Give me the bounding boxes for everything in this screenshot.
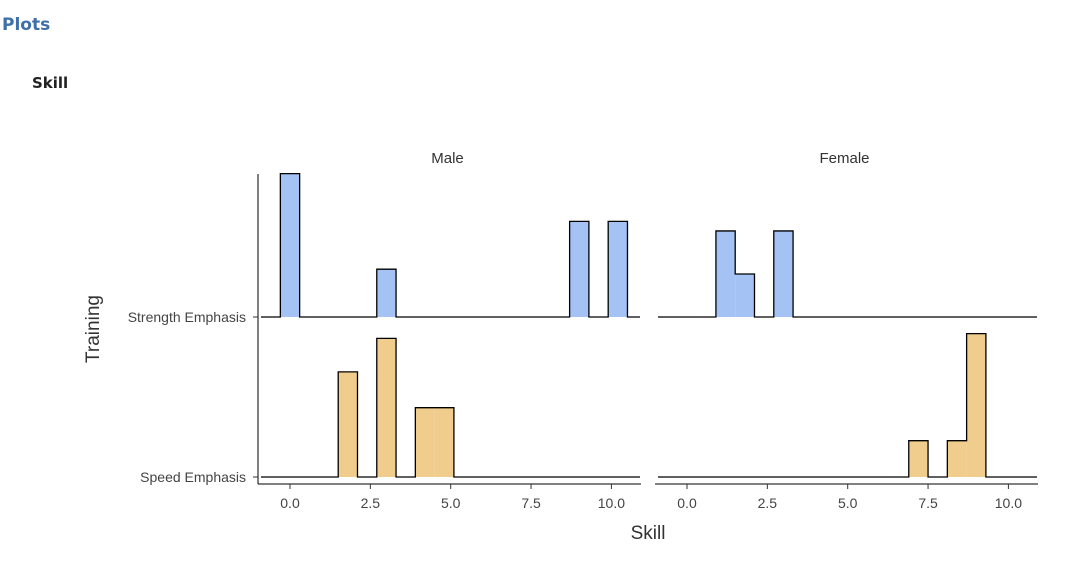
- histogram-bar: [735, 273, 755, 317]
- x-tick-label: 2.5: [758, 495, 778, 511]
- panel-label: Female: [819, 150, 869, 167]
- histogram-bar: [569, 221, 589, 317]
- chart-panels: Male 0.0 2.5 5.0 7.5 10.0 Female 0.0 2.5 5.0 7.5 10…: [258, 150, 1038, 511]
- ridge-strength-emphasis: [658, 230, 1037, 318]
- histogram-bar: [434, 407, 454, 477]
- x-axis-title: Skill: [631, 523, 666, 544]
- y-axis: Strength Emphasis Speed Emphasis: [128, 174, 259, 485]
- y-axis-title: Training: [83, 295, 104, 363]
- ridge-outline: [658, 230, 1037, 318]
- ridge-outline: [658, 332, 1037, 478]
- panel-male: Male 0.0 2.5 5.0 7.5 10.0: [258, 150, 641, 511]
- panel-female: Female 0.0 2.5 5.0 7.5 10.0: [655, 150, 1038, 511]
- x-tick-label: 7.5: [521, 495, 541, 511]
- ridge-speed-emphasis: [658, 332, 1037, 478]
- histogram-bar: [376, 338, 397, 477]
- x-tick-label: 10.0: [598, 495, 625, 511]
- ridge-speed-emphasis: [261, 337, 640, 478]
- x-tick-label: 7.5: [918, 495, 938, 511]
- histogram-bar: [608, 221, 628, 317]
- histogram-bar: [376, 269, 397, 317]
- histogram-bar: [947, 440, 967, 477]
- histogram-bar: [715, 230, 736, 317]
- histogram-bar: [415, 407, 435, 477]
- section-title: Plots: [2, 15, 51, 35]
- x-tick-label: 5.0: [838, 495, 858, 511]
- x-tick-label: 5.0: [441, 495, 461, 511]
- ridge-outline: [261, 337, 640, 478]
- chart-heading: Skill: [32, 74, 69, 92]
- panel-label: Male: [431, 150, 464, 167]
- x-tick-label: 0.0: [677, 495, 697, 511]
- histogram-bar: [338, 371, 358, 477]
- y-tick-label: Speed Emphasis: [140, 469, 246, 485]
- x-tick-label: 2.5: [361, 495, 381, 511]
- histogram-bar: [280, 173, 300, 317]
- histogram-bar: [773, 230, 794, 317]
- x-tick-label: 10.0: [995, 495, 1022, 511]
- x-tick-label: 0.0: [280, 495, 300, 511]
- histogram-bar: [966, 333, 986, 477]
- ridge-strength-emphasis: [261, 172, 640, 318]
- ridge-outline: [261, 172, 640, 318]
- histogram-bar: [908, 440, 929, 477]
- y-tick-label: Strength Emphasis: [128, 309, 246, 325]
